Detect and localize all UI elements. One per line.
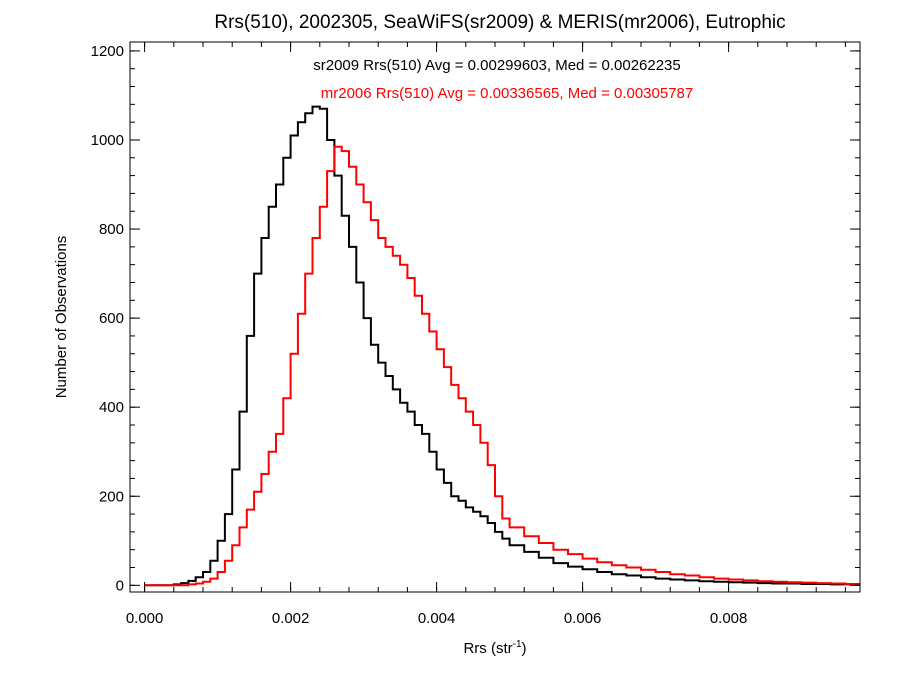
stats-annotations: sr2009 Rrs(510) Avg = 0.00299603, Med = … (313, 57, 693, 102)
plot-frame (129, 41, 861, 593)
stats-mr2006: mr2006 Rrs(510) Avg = 0.00336565, Med = … (321, 85, 694, 102)
x-tick-label: 0.004 (418, 610, 456, 627)
x-axis-label-superscript: -1 (513, 639, 522, 650)
series-line-mr2006 (144, 145, 860, 587)
y-tick-label: 1200 (91, 43, 124, 60)
stats-sr2009: sr2009 Rrs(510) Avg = 0.00299603, Med = … (313, 57, 681, 74)
chart-title: Rrs(510), 2002305, SeaWiFS(sr2009) & MER… (214, 12, 785, 33)
y-tick-label: 0 (116, 577, 124, 594)
y-tick-label: 400 (99, 399, 124, 416)
y-tick-label: 200 (99, 488, 124, 505)
x-axis-label-main: Rrs (str (463, 640, 512, 657)
y-axis-label: Number of Observations (53, 236, 70, 399)
y-axis: 0 200 400 600 800 1000 1200 (91, 43, 860, 594)
y-tick-label: 800 (99, 221, 124, 238)
x-axis-label: Rrs (str-1) (463, 639, 526, 657)
series-layer (144, 105, 860, 587)
x-axis-label-close: ) (522, 640, 527, 657)
x-tick-label: 0.002 (272, 610, 310, 627)
x-tick-label: 0.006 (564, 610, 602, 627)
y-tick-label: 1000 (91, 132, 124, 149)
x-axis: 0.000 0.002 0.004 0.006 0.008 (126, 42, 846, 627)
y-tick-label: 600 (99, 310, 124, 327)
x-tick-label: 0.008 (710, 610, 748, 627)
x-tick-label: 0.000 (126, 610, 164, 627)
series-line-sr2009 (144, 105, 860, 587)
